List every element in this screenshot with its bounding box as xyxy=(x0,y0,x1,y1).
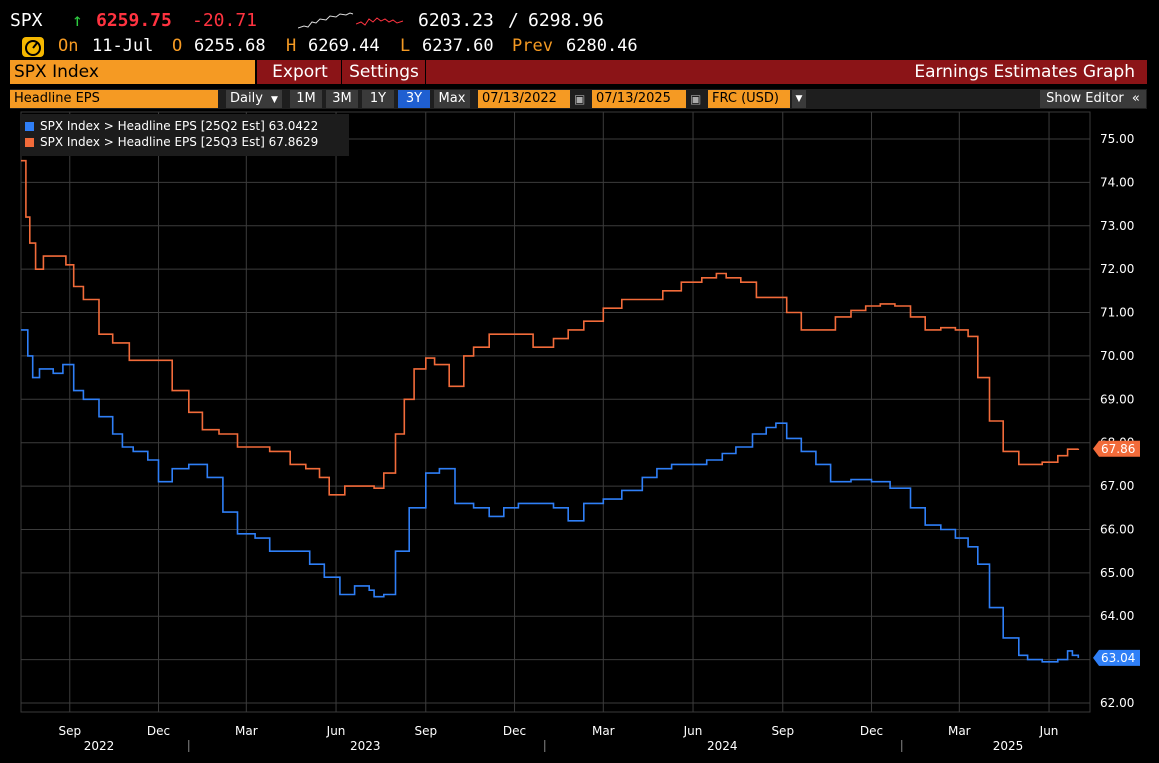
menu-bar: SPX Index Export Settings Earnings Estim… xyxy=(10,60,1147,84)
calendar-icon[interactable]: ▣ xyxy=(574,92,586,106)
x-tick-label: Sep xyxy=(771,724,794,738)
quote-header: SPX ↑ 6259.75 -20.71 6203.23 / 6298.96 xyxy=(0,10,1159,34)
y-tick-label: 74.00 xyxy=(1100,175,1134,189)
x-tick-label: Dec xyxy=(147,724,170,738)
y-tick-label: 71.00 xyxy=(1100,306,1134,320)
range-low: 6203.23 xyxy=(418,10,494,31)
intraday-sparkline xyxy=(298,12,354,29)
last-value-label: 63.04 xyxy=(1101,651,1135,665)
on-label: On xyxy=(58,36,79,56)
y-tick-label: 67.00 xyxy=(1100,479,1134,493)
low-label: L xyxy=(400,36,411,56)
x-tick-label: Mar xyxy=(948,724,971,738)
last-price: 6259.75 xyxy=(96,10,172,31)
legend-series-name: SPX Index > Headline EPS [25Q2 Est] xyxy=(40,119,265,133)
series-line-25q3[interactable] xyxy=(21,159,1080,496)
function-title: Earnings Estimates Graph xyxy=(914,62,1135,82)
end-date-input[interactable]: 07/13/2025 xyxy=(592,90,686,108)
range-separator: / xyxy=(508,10,519,31)
calendar-icon[interactable]: ▣ xyxy=(690,92,702,106)
legend-series-value: 67.8629 xyxy=(268,135,319,149)
high-label: H xyxy=(286,36,297,56)
legend-entry-orange[interactable]: SPX Index > Headline EPS [25Q3 Est] 67.8… xyxy=(25,134,318,150)
legend-swatch-orange xyxy=(25,138,34,147)
chevron-down-icon: ▼ xyxy=(271,95,278,105)
x-tick-label: Dec xyxy=(503,724,526,738)
series-line-25q2[interactable] xyxy=(21,329,1080,663)
show-editor-label: Show Editor xyxy=(1046,91,1124,106)
range-button-3y[interactable]: 3Y xyxy=(398,90,430,108)
range-button-3m[interactable]: 3M xyxy=(326,90,358,108)
range-button-1y[interactable]: 1Y xyxy=(362,90,394,108)
start-date-input[interactable]: 07/13/2022 xyxy=(478,90,570,108)
gauge-icon[interactable] xyxy=(22,37,44,57)
plot-area xyxy=(20,111,1091,713)
low-value: 6237.60 xyxy=(422,36,494,56)
field-selector[interactable]: Headline EPS xyxy=(10,90,218,108)
menu-banner xyxy=(257,60,1147,84)
x-tick-label: Jun xyxy=(1039,724,1059,738)
ticker-symbol[interactable]: SPX xyxy=(10,10,43,31)
range-high: 6298.96 xyxy=(528,10,604,31)
y-tick-label: 70.00 xyxy=(1100,349,1134,363)
open-value: 6255.68 xyxy=(194,36,266,56)
year-label: 2022 xyxy=(84,739,115,753)
year-label: 2024 xyxy=(707,739,738,753)
y-tick-label: 75.00 xyxy=(1100,132,1134,146)
x-tick-label: Dec xyxy=(860,724,883,738)
currency-selector[interactable]: FRC (USD) xyxy=(708,90,790,108)
y-tick-label: 73.00 xyxy=(1100,219,1134,233)
eps-chart[interactable]: 62.0063.0064.0065.0066.0067.0068.0069.00… xyxy=(0,111,1159,763)
prev-label: Prev xyxy=(512,36,553,56)
x-tick-label: Jun xyxy=(326,724,346,738)
price-change: -20.71 xyxy=(192,10,258,31)
x-tick-label: Mar xyxy=(592,724,615,738)
range-button-max[interactable]: Max xyxy=(434,90,470,108)
quote-date: 11-Jul xyxy=(92,36,154,56)
y-tick-label: 65.00 xyxy=(1100,566,1134,580)
chart-toolbar: Headline EPS Daily ▼ 1M 3M 1Y 3Y Max 07/… xyxy=(10,89,1147,109)
x-tick-label: Sep xyxy=(58,724,81,738)
y-tick-label: 64.00 xyxy=(1100,609,1134,623)
last-value-label: 67.86 xyxy=(1101,442,1135,456)
legend-entry-blue[interactable]: SPX Index > Headline EPS [25Q2 Est] 63.0… xyxy=(25,118,318,134)
y-tick-label: 69.00 xyxy=(1100,392,1134,406)
export-button[interactable]: Export xyxy=(259,60,342,84)
settings-button[interactable]: Settings xyxy=(343,60,426,84)
range-sparkline xyxy=(356,17,404,26)
legend-swatch-blue xyxy=(25,122,34,131)
x-tick-label: Sep xyxy=(414,724,437,738)
collapse-icon: « xyxy=(1131,91,1140,106)
frequency-value: Daily xyxy=(230,91,263,106)
open-label: O xyxy=(172,36,183,56)
y-tick-label: 66.00 xyxy=(1100,522,1134,536)
x-tick-label: Mar xyxy=(235,724,258,738)
legend-series-value: 63.0422 xyxy=(268,119,319,133)
range-button-1m[interactable]: 1M xyxy=(290,90,322,108)
ohlc-row: On 11-Jul O 6255.68 H 6269.44 L 6237.60 … xyxy=(0,36,1159,60)
legend-series-name: SPX Index > Headline EPS [25Q3 Est] xyxy=(40,135,265,149)
last-value-tag xyxy=(1093,649,1140,666)
frequency-dropdown[interactable]: Daily ▼ xyxy=(226,90,282,108)
up-arrow-icon: ↑ xyxy=(72,10,83,31)
y-tick-label: 62.00 xyxy=(1100,696,1134,710)
year-label: 2023 xyxy=(350,739,381,753)
last-value-tag xyxy=(1093,440,1140,457)
high-value: 6269.44 xyxy=(308,36,380,56)
show-editor-button[interactable]: Show Editor « xyxy=(1040,90,1146,108)
y-tick-label: 72.00 xyxy=(1100,262,1134,276)
prev-value: 6280.46 xyxy=(566,36,638,56)
security-field[interactable]: SPX Index xyxy=(10,60,255,84)
chart-legend: SPX Index > Headline EPS [25Q2 Est] 63.0… xyxy=(21,114,349,156)
year-label: 2025 xyxy=(993,739,1024,753)
chevron-down-icon[interactable]: ▼ xyxy=(792,90,806,108)
x-tick-label: Jun xyxy=(683,724,703,738)
